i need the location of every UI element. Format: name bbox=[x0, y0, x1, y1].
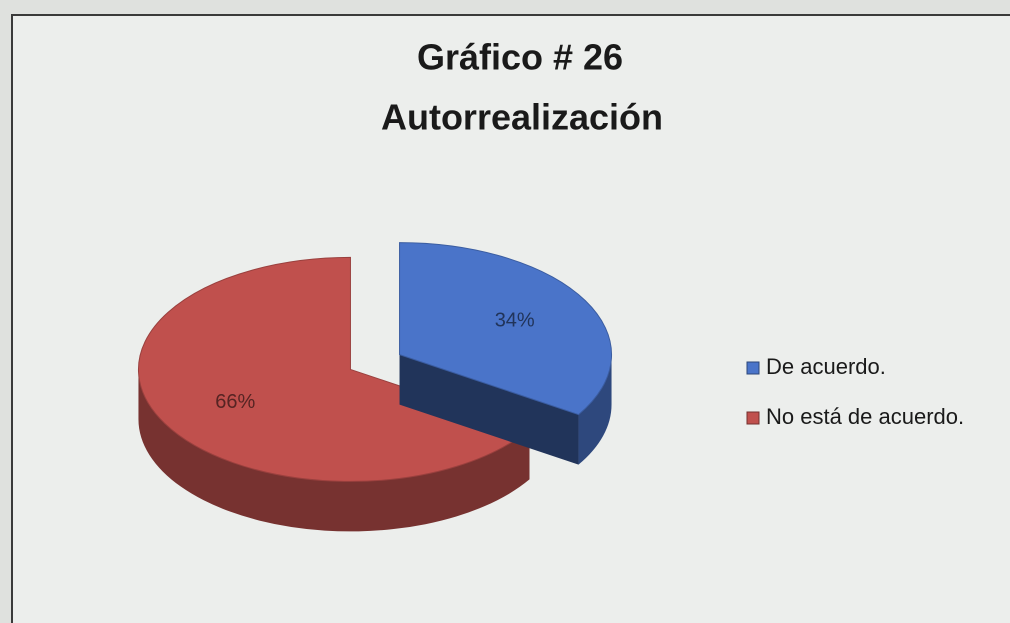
slice-top bbox=[138, 256, 531, 482]
legend-swatch bbox=[746, 361, 760, 375]
chart-subtitle: Autorrealización bbox=[381, 97, 663, 138]
slice-top bbox=[399, 242, 613, 416]
data-label: 66% bbox=[215, 391, 255, 413]
data-label: 34% bbox=[495, 309, 535, 331]
slice-wall bbox=[399, 354, 579, 465]
legend-label: No está de acuerdo. bbox=[766, 404, 964, 429]
chart-title: Gráfico # 26 bbox=[417, 37, 623, 78]
legend-swatch bbox=[746, 411, 760, 425]
slice-side bbox=[578, 354, 612, 465]
slice: 66% bbox=[138, 256, 531, 532]
legend-label: De acuerdo. bbox=[766, 354, 886, 379]
slice: 34% bbox=[399, 242, 613, 465]
slice-side bbox=[138, 369, 530, 532]
